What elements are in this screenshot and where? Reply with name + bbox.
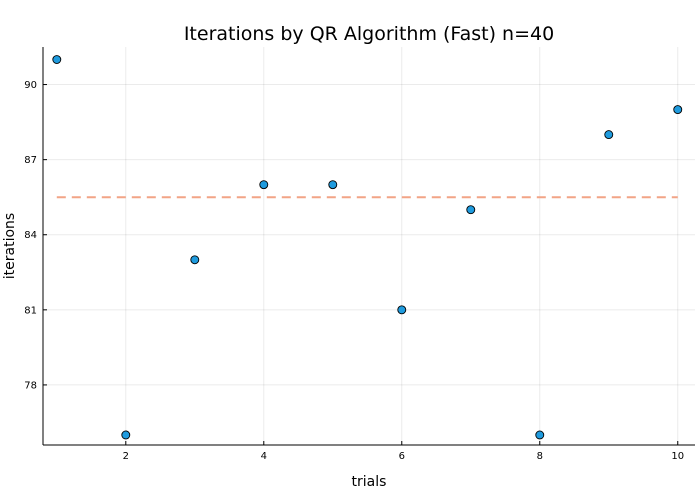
data-point: [466, 205, 476, 215]
grid: [43, 47, 695, 445]
x-tick-label: 10: [671, 451, 684, 462]
axes: [42, 47, 695, 446]
x-axis-label: trials: [352, 474, 387, 490]
data-point: [190, 255, 200, 265]
y-tick-label: 84: [24, 230, 37, 241]
data-point: [328, 180, 338, 190]
data-point: [259, 180, 269, 190]
tick-labels: 2 4 6 8 10 78 81 84 87 90: [24, 80, 684, 462]
y-tick-label: 87: [24, 155, 37, 166]
y-tick-label: 81: [24, 305, 37, 316]
chart-title: Iterations by QR Algorithm (Fast) n=40: [184, 23, 554, 45]
data-point: [397, 305, 407, 315]
data-point: [52, 55, 62, 64]
data-point: [535, 430, 545, 440]
data-point: [673, 105, 683, 115]
x-tick-label: 8: [537, 451, 543, 462]
x-tick-label: 6: [399, 451, 405, 462]
y-tick-label: 90: [24, 80, 37, 91]
data-point: [604, 130, 614, 140]
x-tick-label: 2: [123, 451, 129, 462]
data-points: [52, 55, 683, 440]
data-point: [121, 430, 131, 440]
y-tick-label: 78: [24, 380, 37, 391]
y-axis-label: iterations: [2, 213, 18, 279]
x-tick-label: 4: [261, 451, 267, 462]
